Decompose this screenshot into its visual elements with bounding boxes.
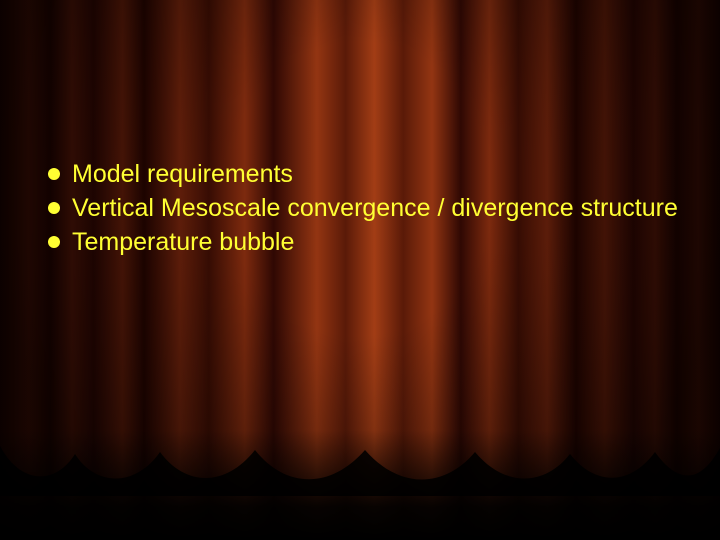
bullet-text: Vertical Mesoscale convergence / diverge… (72, 194, 678, 222)
bullet-text: Temperature bubble (72, 228, 294, 256)
curtain-background (0, 0, 720, 540)
bullet-list: Model requirements Vertical Mesoscale co… (44, 158, 680, 258)
list-item: Vertical Mesoscale convergence / diverge… (44, 192, 680, 224)
list-item: Model requirements (44, 158, 680, 190)
bullet-text: Model requirements (72, 160, 293, 188)
list-item: Temperature bubble (44, 226, 680, 258)
slide-content: Model requirements Vertical Mesoscale co… (44, 158, 680, 260)
